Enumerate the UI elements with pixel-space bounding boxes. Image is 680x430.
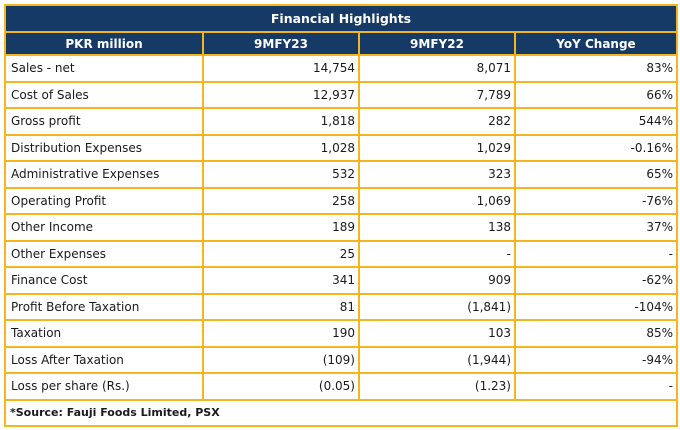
column-header-row: PKR million 9MFY23 9MFY22 YoY Change [4, 31, 678, 56]
value-9mfy22: (1,841) [358, 292, 516, 321]
value-9mfy22: 138 [358, 213, 516, 242]
table-row: Gross profit 1,818 282 544% [4, 107, 678, 136]
table-row: Other Income 189 138 37% [4, 213, 678, 242]
value-9mfy22: (1.23) [358, 372, 516, 401]
table-title: Financial Highlights [4, 4, 678, 33]
value-9mfy22: 282 [358, 107, 516, 136]
value-yoy-change: 85% [514, 319, 678, 348]
value-9mfy22: 103 [358, 319, 516, 348]
value-9mfy23: 12,937 [202, 80, 360, 109]
value-9mfy22: 8,071 [358, 54, 516, 83]
value-yoy-change: 66% [514, 80, 678, 109]
value-9mfy23: 189 [202, 213, 360, 242]
value-9mfy23: 1,818 [202, 107, 360, 136]
column-header-9mfy22: 9MFY22 [358, 31, 516, 56]
value-yoy-change: -62% [514, 266, 678, 295]
value-9mfy22: 323 [358, 160, 516, 189]
value-yoy-change: - [514, 372, 678, 401]
value-yoy-change: - [514, 239, 678, 268]
column-header-metric: PKR million [4, 31, 204, 56]
value-9mfy23: (109) [202, 345, 360, 374]
value-yoy-change: 37% [514, 213, 678, 242]
row-label: Other Income [4, 213, 204, 242]
row-label: Operating Profit [4, 186, 204, 215]
value-yoy-change: -0.16% [514, 133, 678, 162]
value-9mfy23: 258 [202, 186, 360, 215]
value-9mfy23: 532 [202, 160, 360, 189]
value-9mfy22: - [358, 239, 516, 268]
table-row: Operating Profit 258 1,069 -76% [4, 186, 678, 215]
table-body: Sales - net 14,754 8,071 83% Cost of Sales 12… [4, 54, 678, 401]
column-header-yoy-change: YoY Change [514, 31, 678, 56]
table-row: Sales - net 14,754 8,071 83% [4, 54, 678, 83]
table-row: Other Expenses 25- - [4, 239, 678, 268]
value-9mfy23: 25 [202, 239, 360, 268]
row-label: Profit Before Taxation [4, 292, 204, 321]
table-row: Loss per share (Rs.) (0.05) (1.23) - [4, 372, 678, 401]
row-label: Finance Cost [4, 266, 204, 295]
value-yoy-change: 544% [514, 107, 678, 136]
table-row: Profit Before Taxation 81 (1,841) -104% [4, 292, 678, 321]
value-9mfy23: 190 [202, 319, 360, 348]
row-label: Administrative Expenses [4, 160, 204, 189]
value-9mfy23: 1,028 [202, 133, 360, 162]
table-row: Finance Cost 341 909 -62% [4, 266, 678, 295]
value-yoy-change: -104% [514, 292, 678, 321]
value-9mfy23: 81 [202, 292, 360, 321]
financial-highlights-table: Financial Highlights PKR million 9MFY23 … [4, 4, 678, 427]
value-9mfy22: (1,944) [358, 345, 516, 374]
value-9mfy22: 1,029 [358, 133, 516, 162]
value-yoy-change: 65% [514, 160, 678, 189]
value-9mfy23: 341 [202, 266, 360, 295]
table-row: Loss After Taxation (109) (1,944) -94% [4, 345, 678, 374]
table-row: Taxation 190 103 85% [4, 319, 678, 348]
row-label: Cost of Sales [4, 80, 204, 109]
row-label: Other Expenses [4, 239, 204, 268]
column-header-9mfy23: 9MFY23 [202, 31, 360, 56]
row-label: Sales - net [4, 54, 204, 83]
table-row: Cost of Sales 12,937 7,789 66% [4, 80, 678, 109]
row-label: Distribution Expenses [4, 133, 204, 162]
value-9mfy22: 7,789 [358, 80, 516, 109]
value-9mfy23: (0.05) [202, 372, 360, 401]
row-label: Loss per share (Rs.) [4, 372, 204, 401]
value-9mfy22: 1,069 [358, 186, 516, 215]
value-9mfy22: 909 [358, 266, 516, 295]
value-9mfy23: 14,754 [202, 54, 360, 83]
source-note: *Source: Fauji Foods Limited, PSX [4, 398, 678, 427]
row-label: Loss After Taxation [4, 345, 204, 374]
value-yoy-change: 83% [514, 54, 678, 83]
value-yoy-change: -94% [514, 345, 678, 374]
row-label: Taxation [4, 319, 204, 348]
table-row: Distribution Expenses 1,028 1,029 -0.16% [4, 133, 678, 162]
table-row: Administrative Expenses 532 323 65% [4, 160, 678, 189]
row-label: Gross profit [4, 107, 204, 136]
value-yoy-change: -76% [514, 186, 678, 215]
source-row: *Source: Fauji Foods Limited, PSX [4, 398, 678, 427]
table-title-row: Financial Highlights [4, 4, 678, 33]
